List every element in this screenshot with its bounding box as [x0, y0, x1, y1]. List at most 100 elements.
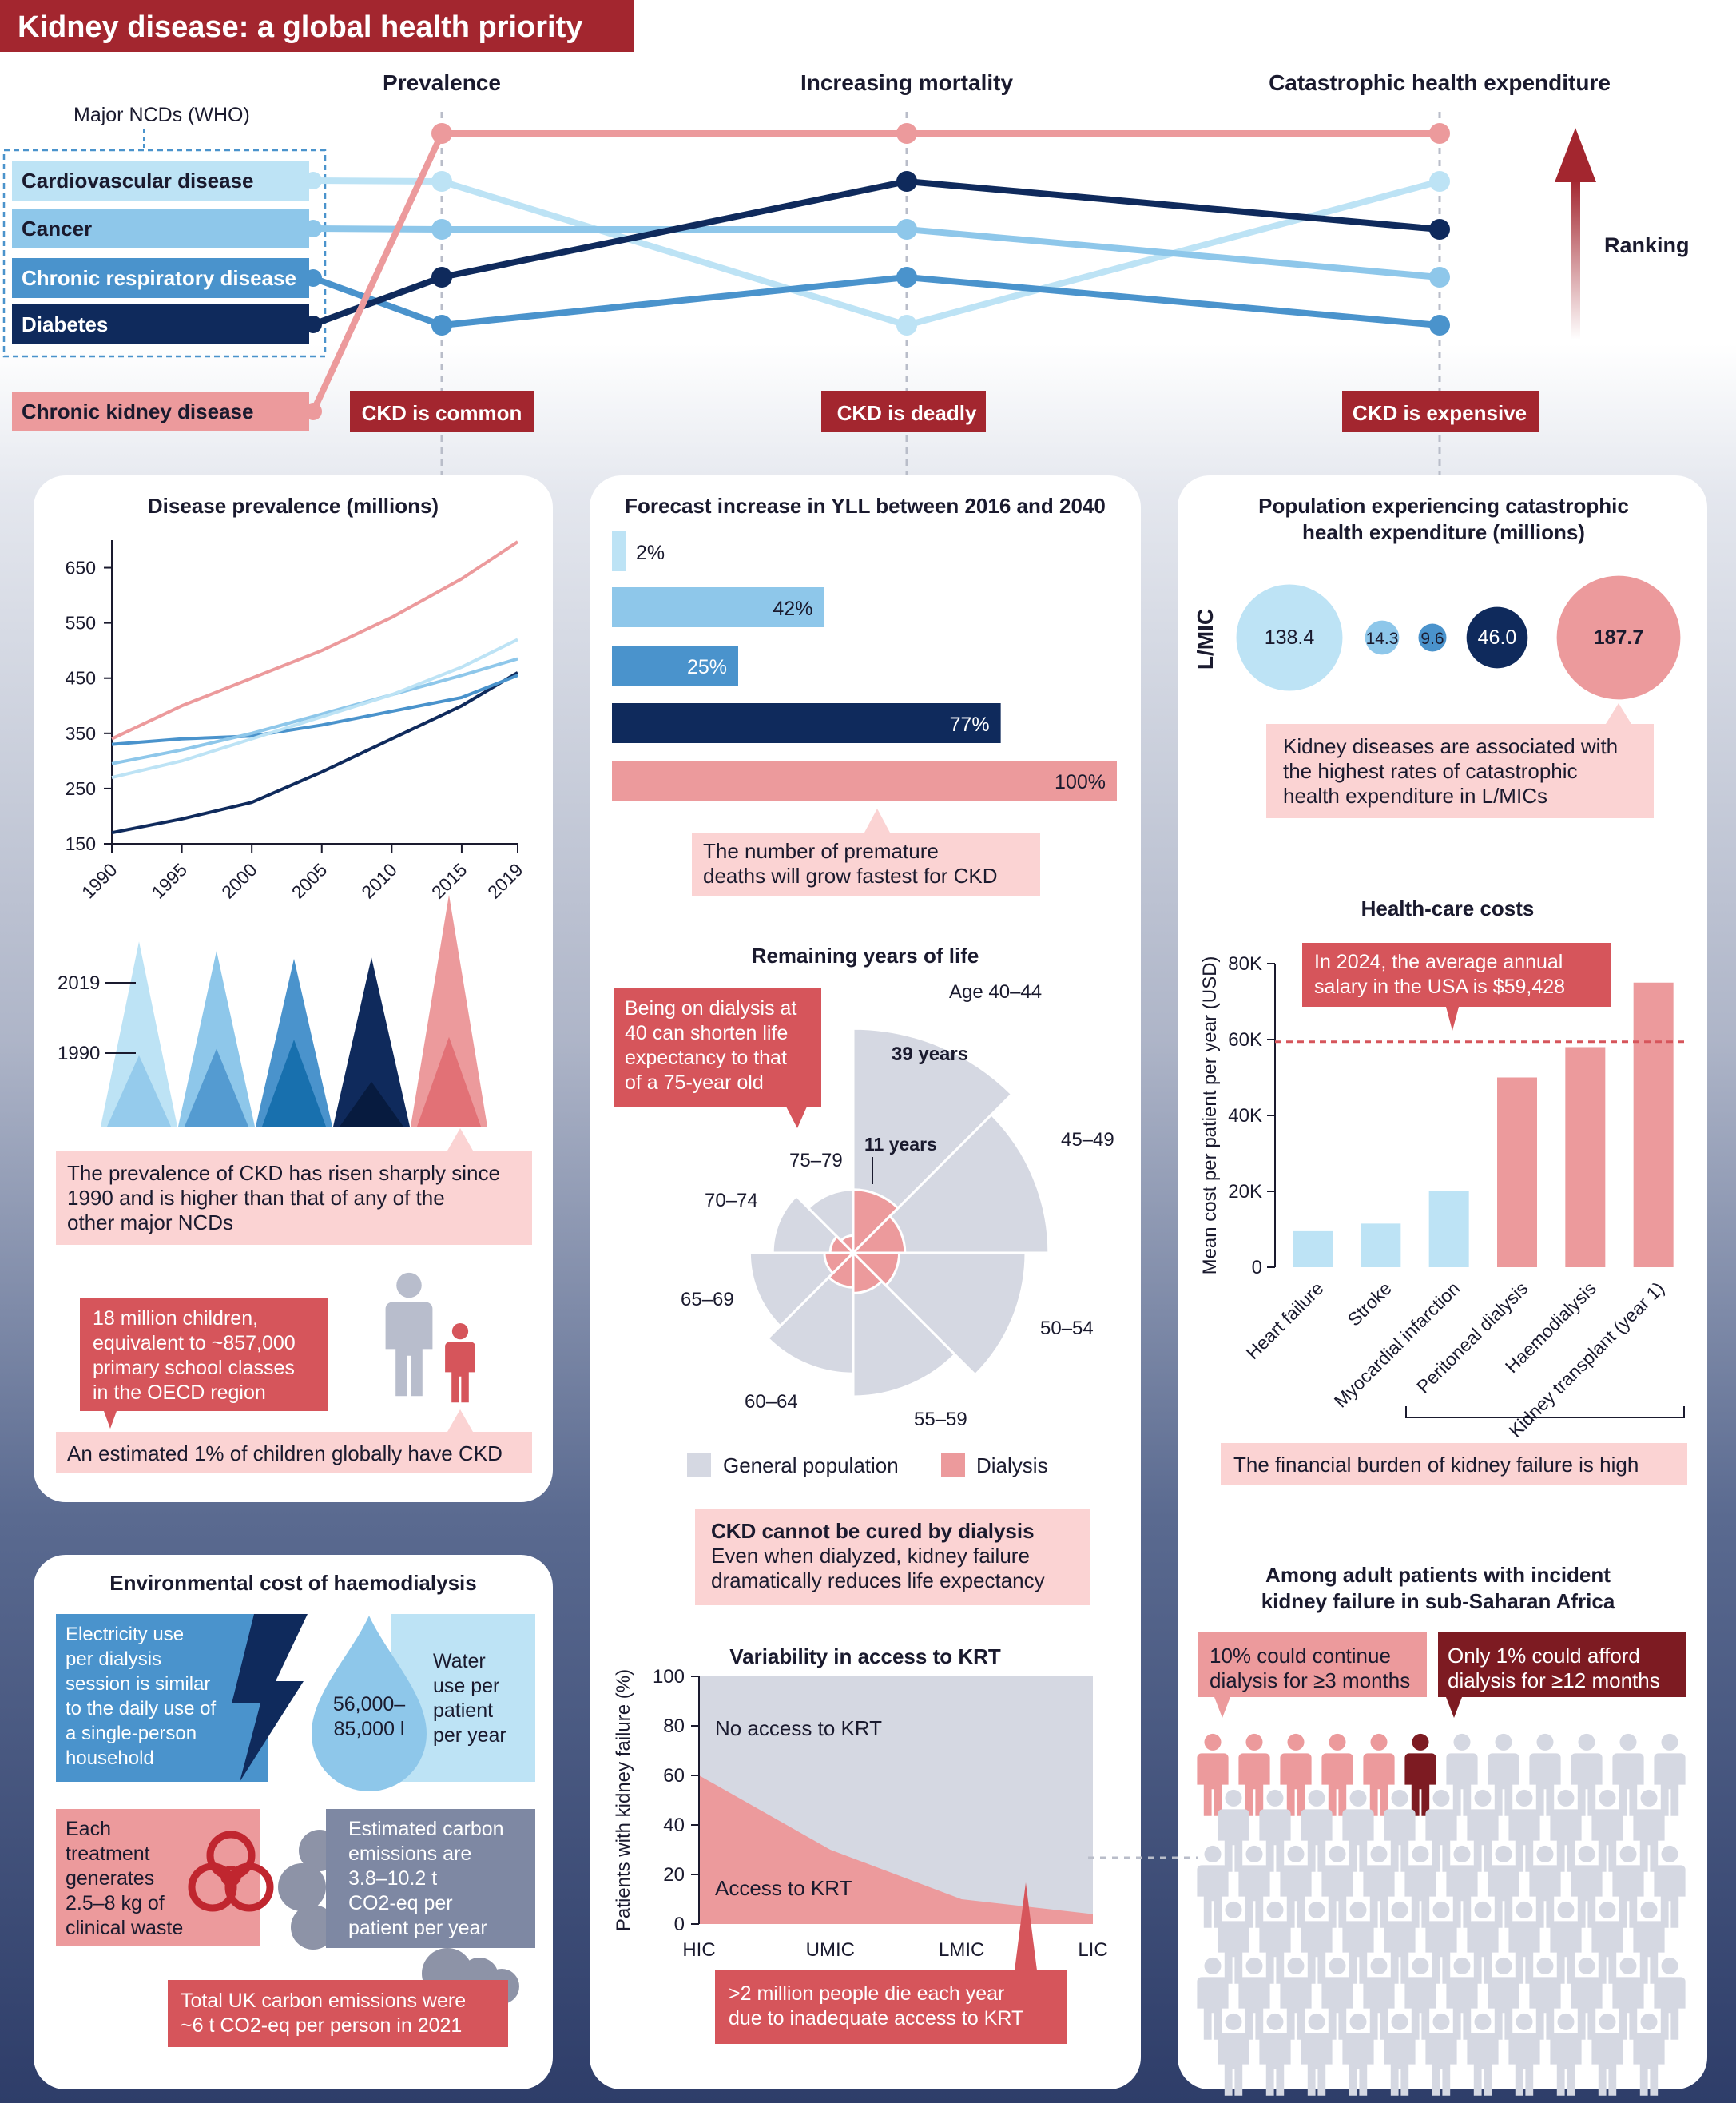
ranking-point-ckd	[896, 123, 917, 144]
remaining-title: Remaining years of life	[752, 944, 979, 968]
rose-label-55: 55–59	[914, 1409, 967, 1430]
salary-callout-line: In 2024, the average annual	[1314, 951, 1563, 973]
legend-label-general: General population	[723, 1453, 899, 1477]
bubble-label-cardiovascular: 138.4	[1265, 626, 1315, 649]
krt-x-tick-label: LIC	[1078, 1939, 1107, 1961]
krt-y-tick-label: 40	[663, 1815, 685, 1836]
disease-label-cancer	[12, 209, 309, 248]
prevalence-line-cardiovascular	[111, 638, 518, 780]
africa-callout-b-line: Only 1% could afford	[1448, 1644, 1640, 1668]
krt-x-tick-label: LMIC	[939, 1939, 984, 1961]
waste-line: generates	[66, 1867, 154, 1890]
carbon-line: Estimated carbon	[348, 1818, 504, 1840]
waste-line: treatment	[66, 1843, 150, 1865]
prevalence-line-ckd	[111, 540, 519, 741]
ckd-tag-common: CKD is common	[350, 391, 534, 432]
krt-y-tick-label: 60	[663, 1765, 685, 1787]
carbon-box: Estimated carbon emissions are 3.8–10.2 …	[278, 1809, 535, 2004]
ranking-disease-labels: Cardiovascular disease Cancer Chronic resp…	[12, 161, 309, 431]
ranking-point-cardiovascular	[896, 315, 917, 336]
africa-title-line: Among adult patients with incident	[1265, 1563, 1611, 1587]
ranking-point-cardiovascular	[1429, 171, 1450, 192]
bubble-diabetes	[1466, 606, 1528, 669]
electricity-line: per dialysis	[66, 1648, 161, 1670]
krt-chart: Variability in access to KRT 0 20 40 60 80 10…	[613, 1644, 1108, 1961]
water-text-line: use per	[433, 1675, 499, 1697]
bubble-label-cancer: 14.3	[1366, 630, 1399, 648]
disease-label-respiratory	[12, 258, 309, 298]
salary-callout: In 2024, the average annual salary in th…	[1302, 943, 1611, 1031]
lightning-icon	[232, 1614, 308, 1782]
krt-x-tick-label: HIC	[682, 1939, 715, 1961]
costs-y-tick-label: 60K	[1228, 1029, 1262, 1051]
title-banner: Kidney disease: a global health priority	[0, 0, 634, 52]
ranking-line-cardiovascular	[312, 177, 1441, 328]
carbon-line: patient per year	[348, 1917, 487, 1939]
environment-section: Environmental cost of haemodialysis Elec…	[56, 1571, 535, 2047]
triangle-1990-respiratory	[262, 1040, 326, 1127]
ranking-point-cancer	[1429, 267, 1450, 288]
prevalence-chart: Disease prevalence (millions) 150 250 350 4…	[66, 494, 527, 903]
ranking-arrow: Ranking	[1555, 128, 1690, 340]
electricity-line: session is similar	[66, 1673, 210, 1695]
children-callout: 18 million children, equivalent to ~857,…	[80, 1298, 328, 1429]
krt-y-tick-label: 80	[663, 1715, 685, 1737]
carbon-line: CO2-eq per	[348, 1892, 453, 1914]
who-label: Major NCDs (WHO)	[73, 104, 250, 126]
children-note: An estimated 1% of children globally hav…	[56, 1409, 532, 1473]
yll-bar-cancer	[612, 587, 824, 627]
prevalence-line-diabetes	[111, 671, 519, 835]
prevalence-callout-line: The prevalence of CKD has risen sharply …	[67, 1161, 500, 1185]
prevalence-callout-line: other major NCDs	[67, 1211, 233, 1234]
dialysis-callout-line: of a 75-year old	[625, 1071, 764, 1094]
ranking-point-respiratory	[896, 267, 917, 288]
carbon-line: 3.8–10.2 t	[348, 1867, 437, 1890]
catastrophic-chart: Population experiencing catastrophic hea…	[1193, 494, 1681, 700]
ranking-point-cancer	[431, 219, 452, 240]
rose-label-50: 50–54	[1040, 1318, 1094, 1339]
water-amount-line: 85,000 l	[334, 1718, 405, 1740]
rose-wedge-general	[771, 1194, 856, 1254]
rose-label-75: 75–79	[789, 1150, 843, 1171]
rose-wedge-general	[852, 1027, 1014, 1256]
costs-bar	[1428, 1191, 1469, 1267]
krt-x-tick-label: UMIC	[806, 1939, 855, 1961]
catastrophic-callout: Kidney diseases are associated with the …	[1266, 703, 1654, 818]
ranking-line-ckd	[310, 130, 1440, 413]
prevalence-y-tick-label: 350	[66, 723, 96, 744]
bubble-cancer	[1365, 620, 1400, 655]
ckd-tag-deadly: CKD is deadly	[821, 391, 986, 432]
rose-label-60: 60–64	[745, 1391, 798, 1413]
rose-legend: General population Dialysis	[687, 1453, 1048, 1477]
catastrophic-callout-line: Kidney diseases are associated with	[1283, 734, 1618, 758]
yll-callout-line: deaths will grow fastest for CKD	[703, 864, 997, 888]
dialysis-callout-line: 40 can shorten life	[625, 1022, 788, 1044]
bubble-label-respiratory: 9.6	[1420, 630, 1444, 648]
triangle-label-2019: 2019	[58, 972, 100, 994]
rose-label-45: 45–49	[1061, 1129, 1114, 1151]
prevalence-y-tick-label: 150	[66, 833, 96, 854]
rose-wedge-dialysis	[827, 1250, 855, 1289]
electricity-line: a single-person	[66, 1723, 197, 1744]
ranking-point-ckd	[431, 123, 452, 144]
waste-line: 2.5–8 kg of	[66, 1892, 165, 1914]
krt-callout: >2 million people die each year due to i…	[715, 1882, 1067, 2044]
krt-title: Variability in access to KRT	[729, 1644, 1001, 1668]
disease-label-text-cardiovascular: Cardiovascular disease	[22, 169, 254, 193]
krt-access-area	[699, 1775, 1093, 1924]
legend-swatch-general	[687, 1453, 711, 1477]
ranking-section: Major NCDs (WHO) Prevalence Increasing m…	[2, 70, 1690, 479]
children-callout-line: in the OECD region	[93, 1381, 266, 1404]
rose-wedge-general	[850, 1251, 1027, 1377]
bubble-ckd	[1556, 575, 1681, 700]
prevalence-triangles: 2019 1990	[58, 894, 487, 1127]
costs-note: The financial burden of kidney failure i…	[1221, 1406, 1687, 1485]
rose-wedge-general	[748, 1251, 856, 1328]
yll-bar-respiratory	[612, 646, 738, 686]
ranking-point-ckd	[1429, 123, 1450, 144]
rose-wedge-dialysis	[823, 1251, 856, 1275]
disease-label-text-respiratory: Chronic respiratory disease	[22, 266, 296, 290]
water-text-line: Water	[433, 1650, 486, 1672]
dialysis-note-line: Even when dialyzed, kidney failure	[711, 1544, 1030, 1568]
ckd-tag-common-text: CKD is common	[362, 401, 522, 425]
